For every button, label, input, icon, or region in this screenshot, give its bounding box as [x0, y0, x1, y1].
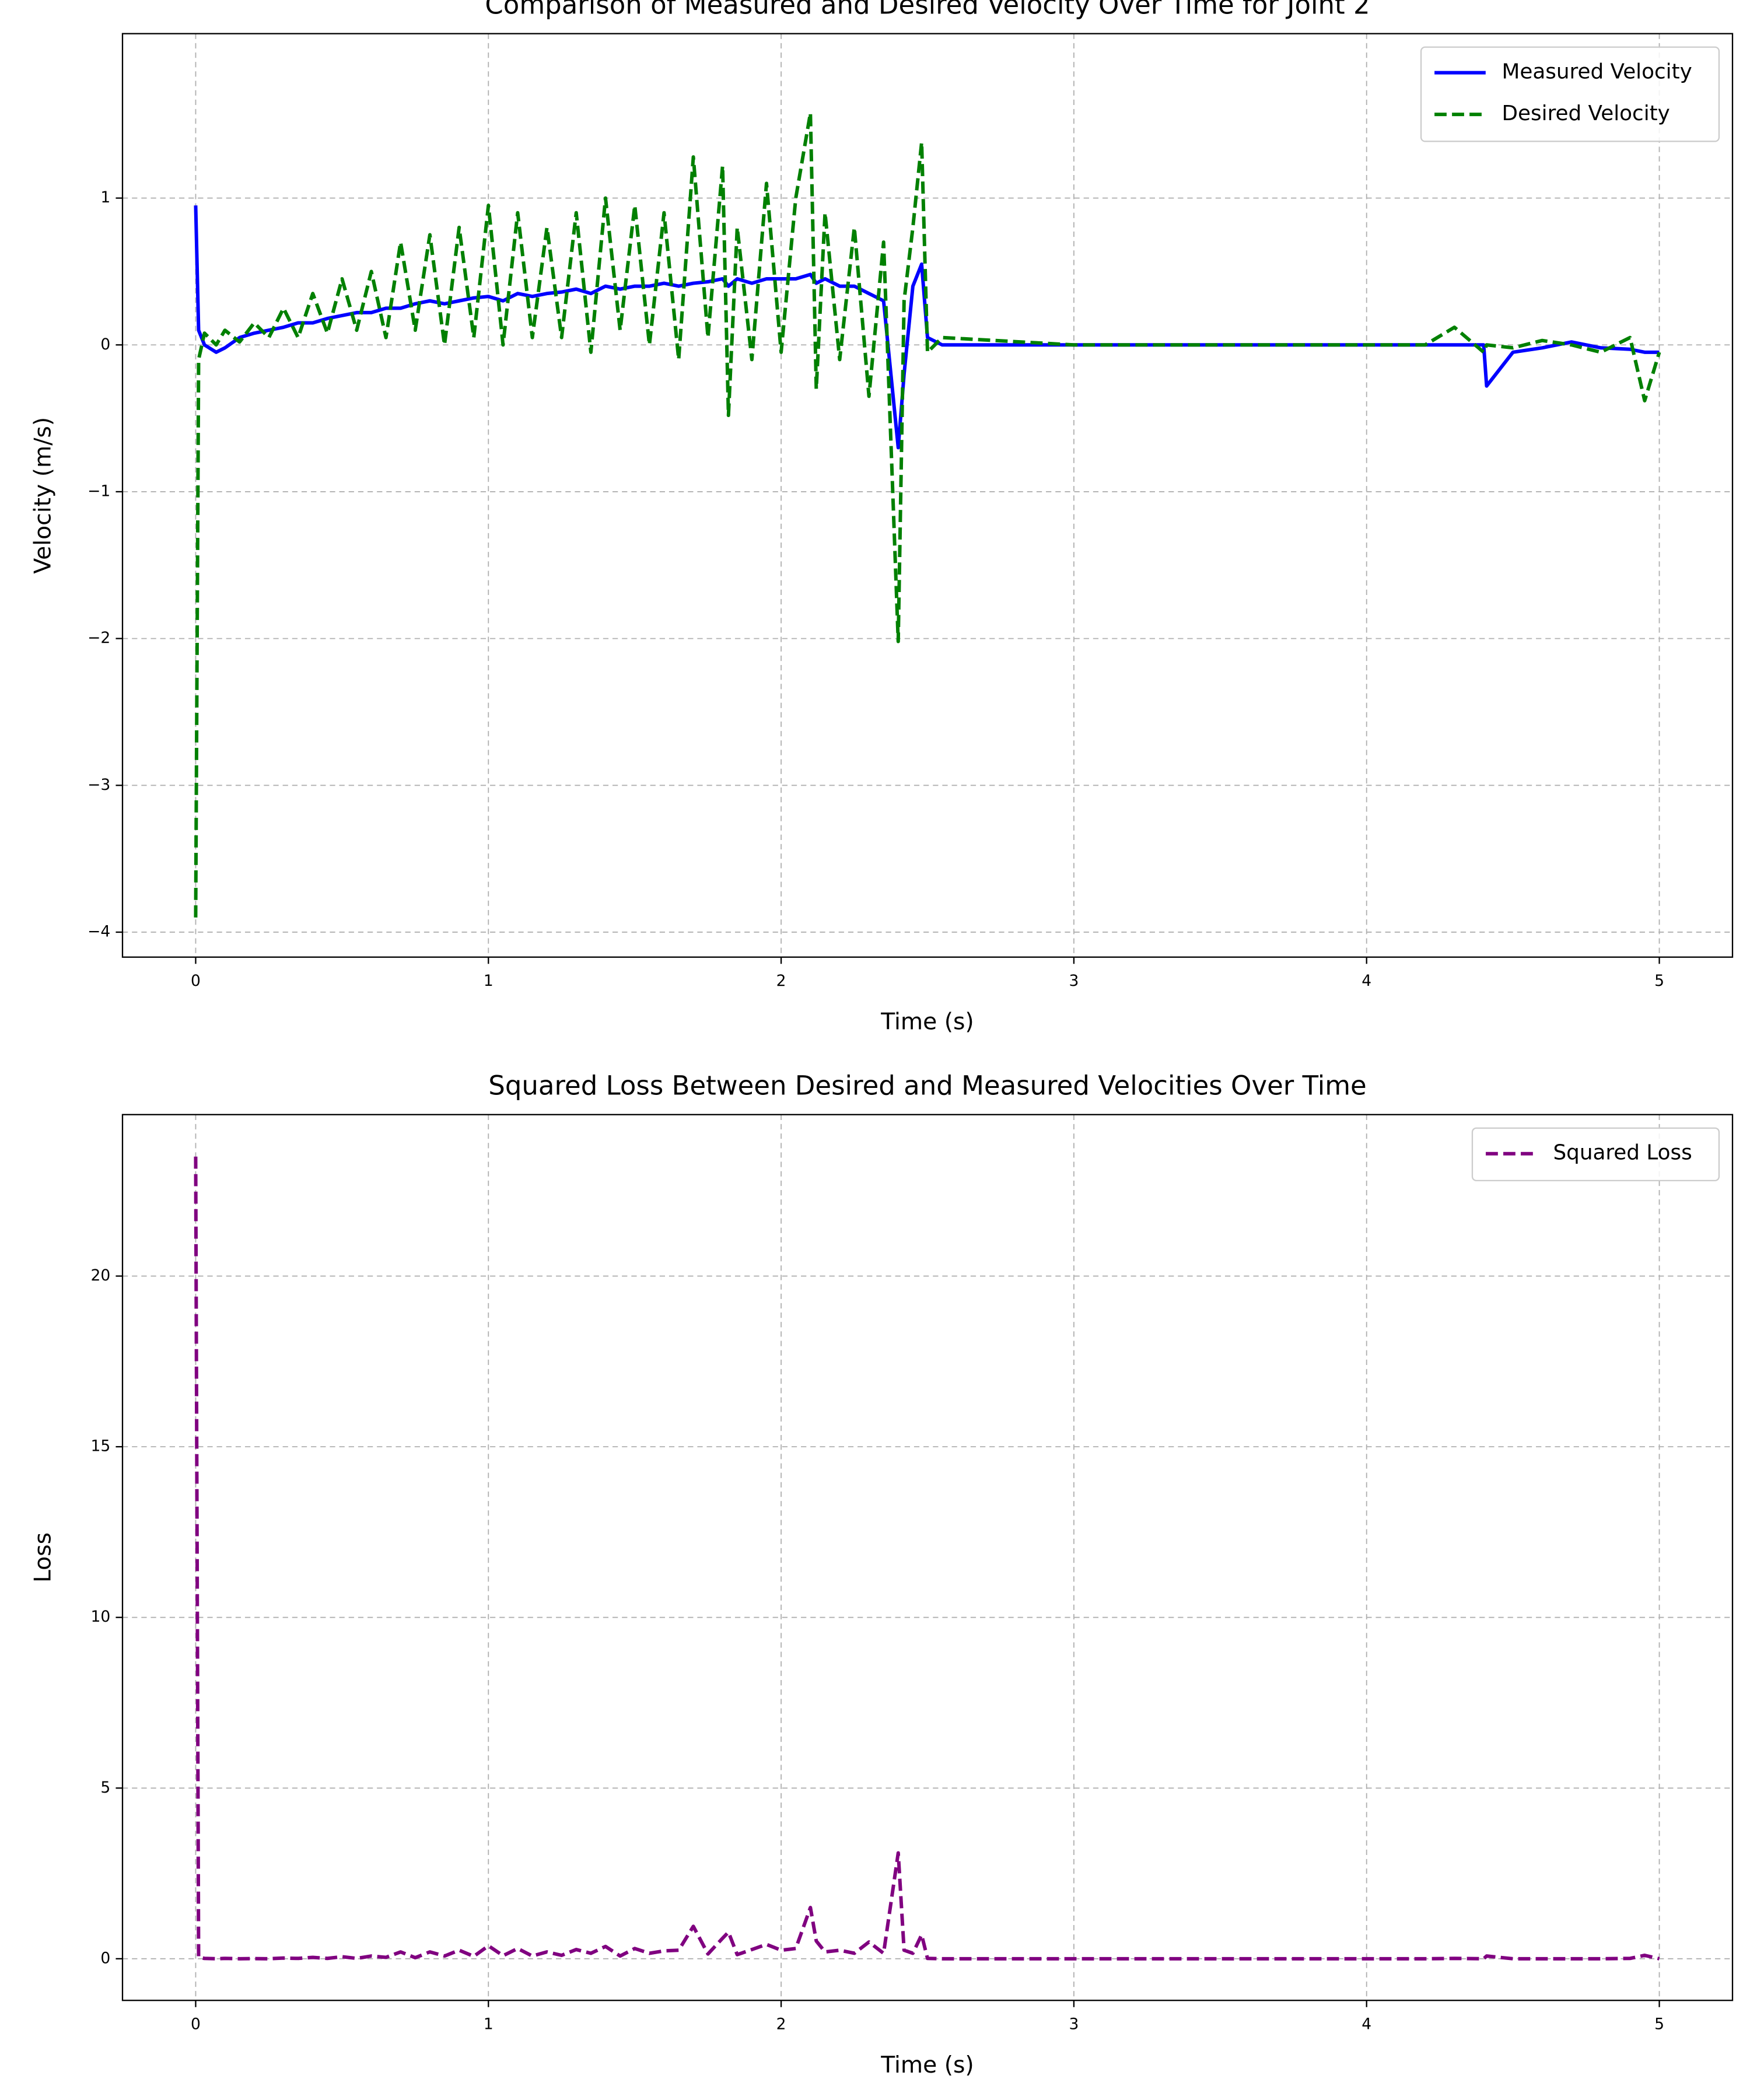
y-tick-label: 1 — [100, 188, 110, 206]
data-line — [194, 1156, 1660, 1961]
legend-label: Measured Velocity — [1502, 60, 1692, 84]
x-tick-label: 4 — [1362, 972, 1371, 990]
plot-frame — [121, 33, 1734, 958]
x-axis-label: Time (s) — [880, 1009, 974, 1035]
chart-title: Squared Loss Between Desired and Measure… — [488, 1070, 1366, 1101]
x-tick-label: 0 — [191, 2015, 201, 2033]
y-tick-label: 15 — [90, 1437, 110, 1455]
plot-frame — [121, 1114, 1734, 2001]
y-tick-label: −4 — [88, 922, 110, 940]
chart-title: Comparison of Measured and Desired Veloc… — [485, 0, 1370, 20]
x-tick-label: 3 — [1069, 972, 1079, 990]
y-tick-label: 5 — [100, 1779, 110, 1797]
y-tick-label: 20 — [90, 1266, 110, 1284]
y-tick-label: 0 — [100, 335, 110, 354]
x-tick-label: 2 — [776, 972, 786, 990]
x-tick-label: 5 — [1654, 2015, 1664, 2033]
y-tick-label: −3 — [88, 776, 110, 794]
data-line — [194, 111, 1661, 918]
x-tick-label: 5 — [1654, 972, 1664, 990]
y-tick-label: 10 — [90, 1608, 110, 1626]
legend-label: Squared Loss — [1553, 1141, 1692, 1165]
legend-box — [1420, 46, 1720, 142]
y-tick-label: −2 — [88, 629, 110, 647]
x-tick-label: 0 — [191, 972, 201, 990]
y-axis-label: Velocity (m/s) — [30, 417, 57, 574]
x-tick-label: 1 — [484, 972, 494, 990]
x-tick-label: 4 — [1362, 2015, 1371, 2033]
x-tick-label: 2 — [776, 2015, 786, 2033]
x-tick-label: 3 — [1069, 2015, 1079, 2033]
x-axis-label: Time (s) — [880, 2052, 974, 2078]
x-tick-label: 1 — [484, 2015, 494, 2033]
legend-label: Desired Velocity — [1502, 102, 1670, 125]
y-axis-label: Loss — [30, 1532, 57, 1583]
legend-box — [1471, 1127, 1720, 1181]
y-tick-label: 0 — [100, 1949, 110, 1967]
y-tick-label: −1 — [88, 482, 110, 500]
